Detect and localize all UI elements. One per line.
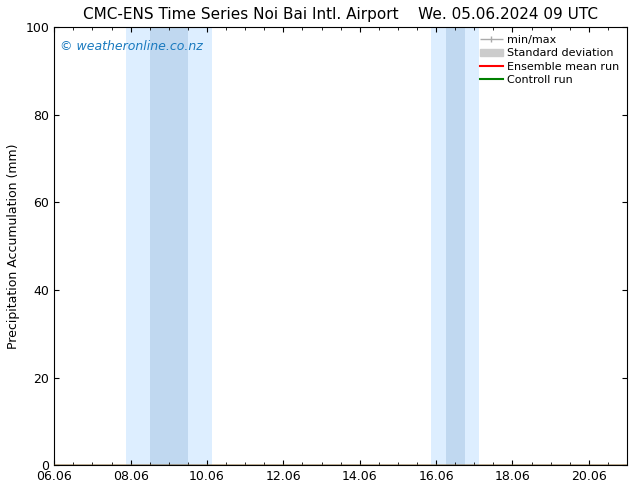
Bar <box>446 27 465 465</box>
Bar <box>126 27 212 465</box>
Legend: min/max, Standard deviation, Ensemble mean run, Controll run: min/max, Standard deviation, Ensemble me… <box>476 30 624 90</box>
Bar <box>431 27 479 465</box>
Title: CMC-ENS Time Series Noi Bai Intl. Airport    We. 05.06.2024 09 UTC: CMC-ENS Time Series Noi Bai Intl. Airpor… <box>83 7 598 22</box>
Y-axis label: Precipitation Accumulation (mm): Precipitation Accumulation (mm) <box>7 144 20 349</box>
Text: © weatheronline.co.nz: © weatheronline.co.nz <box>60 40 203 53</box>
Bar <box>150 27 188 465</box>
